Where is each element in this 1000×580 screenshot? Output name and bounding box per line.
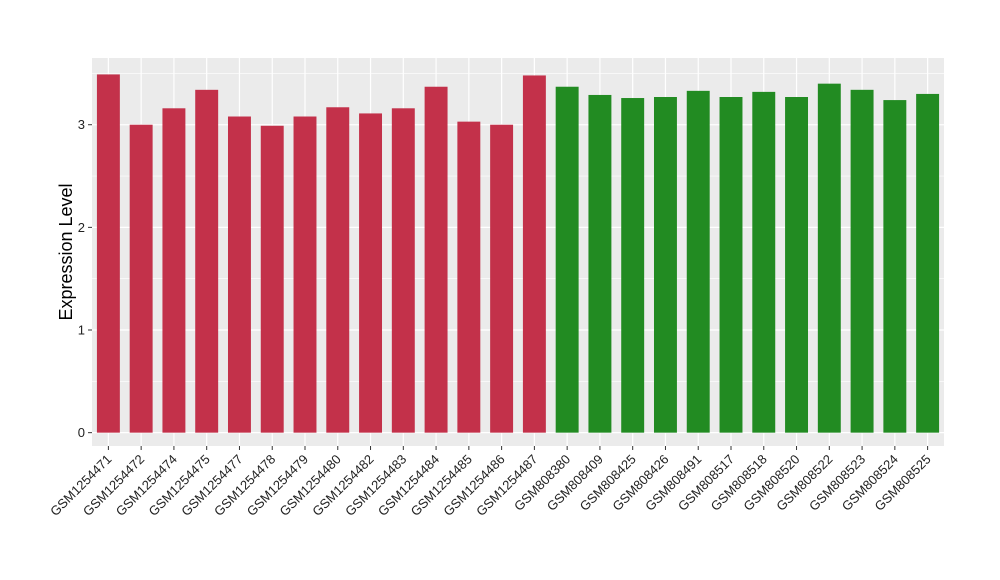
y-tick-label: 1 — [78, 323, 85, 338]
bar — [326, 107, 350, 433]
bar — [129, 124, 153, 433]
bar — [96, 74, 120, 433]
bar — [621, 98, 645, 433]
bar — [588, 94, 612, 433]
bar — [785, 97, 809, 433]
bar — [916, 93, 940, 433]
bar — [457, 121, 481, 433]
bar — [391, 108, 415, 433]
bar — [653, 97, 677, 433]
plot-panel — [92, 58, 944, 446]
bar — [850, 89, 874, 433]
bars — [96, 74, 940, 433]
bar — [817, 83, 841, 433]
y-tick-label: 0 — [78, 425, 85, 440]
bar — [522, 75, 546, 433]
y-axis-title: Expression Level — [56, 183, 76, 320]
y-tick-label: 2 — [78, 220, 85, 235]
bar — [752, 91, 776, 433]
bar — [293, 116, 317, 433]
bar — [555, 86, 579, 433]
x-axis: GSM1254471GSM1254472GSM1254474GSM1254475… — [47, 446, 934, 519]
bar — [424, 86, 448, 433]
bar — [195, 89, 219, 433]
bar — [883, 100, 907, 433]
bar — [719, 97, 743, 433]
bar — [490, 124, 514, 433]
bar — [227, 116, 251, 433]
bar — [686, 90, 710, 433]
y-tick-label: 3 — [78, 117, 85, 132]
bar — [359, 113, 383, 433]
bar — [260, 125, 284, 433]
y-axis: 0 1 2 3 — [78, 117, 92, 440]
bar — [162, 108, 186, 433]
